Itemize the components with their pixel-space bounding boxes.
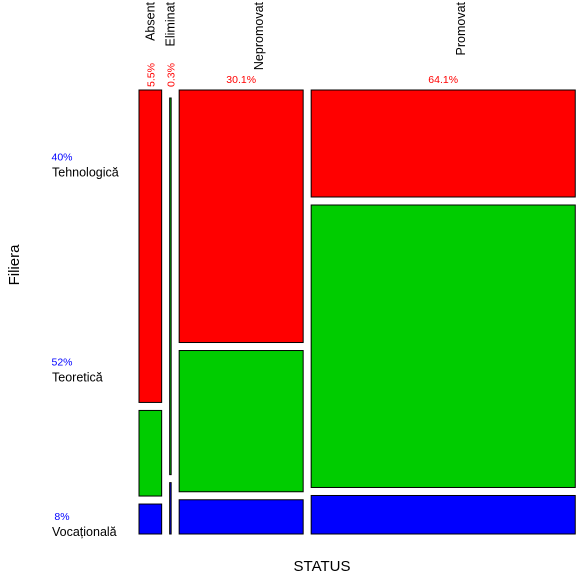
row-label: Teoretică (52, 370, 103, 384)
y-axis-title: Filiera (6, 244, 23, 285)
tile-absent-2 (138, 503, 163, 535)
column-share-label: 30.1% (226, 74, 256, 86)
row-label: Vocațională (52, 525, 117, 539)
tile-nepromovat-0 (178, 89, 304, 344)
row-share-label: 40% (51, 152, 72, 164)
column-label: Promovat (454, 1, 468, 55)
column-share-label: 0.3% (165, 63, 177, 87)
row-share-label: 8% (54, 511, 69, 523)
column-share-label: 5.5% (145, 63, 157, 87)
column-share-label: 64.1% (428, 74, 458, 86)
mosaic-tiles (138, 89, 576, 535)
tile-promovat-2 (310, 494, 576, 535)
tile-eliminat-1 (169, 97, 172, 476)
tile-promovat-1 (310, 204, 576, 488)
mosaic-labels: 5.5% Absent 0.3% Eliminat 30.1% Nepromovat 64.… (51, 1, 468, 539)
tile-absent-0 (138, 89, 163, 403)
tile-nepromovat-1 (178, 350, 304, 493)
column-label: Eliminat (163, 1, 177, 46)
tile-promovat-0 (310, 89, 576, 198)
tile-nepromovat-2 (178, 499, 304, 535)
column-label: Nepromovat (252, 1, 266, 70)
tile-absent-1 (138, 409, 163, 497)
tile-eliminat-2 (169, 482, 172, 535)
column-label: Absent (143, 1, 157, 40)
row-share-label: 52% (51, 356, 72, 368)
row-label: Tehnologică (52, 166, 119, 180)
x-axis-title: STATUS (294, 558, 351, 573)
